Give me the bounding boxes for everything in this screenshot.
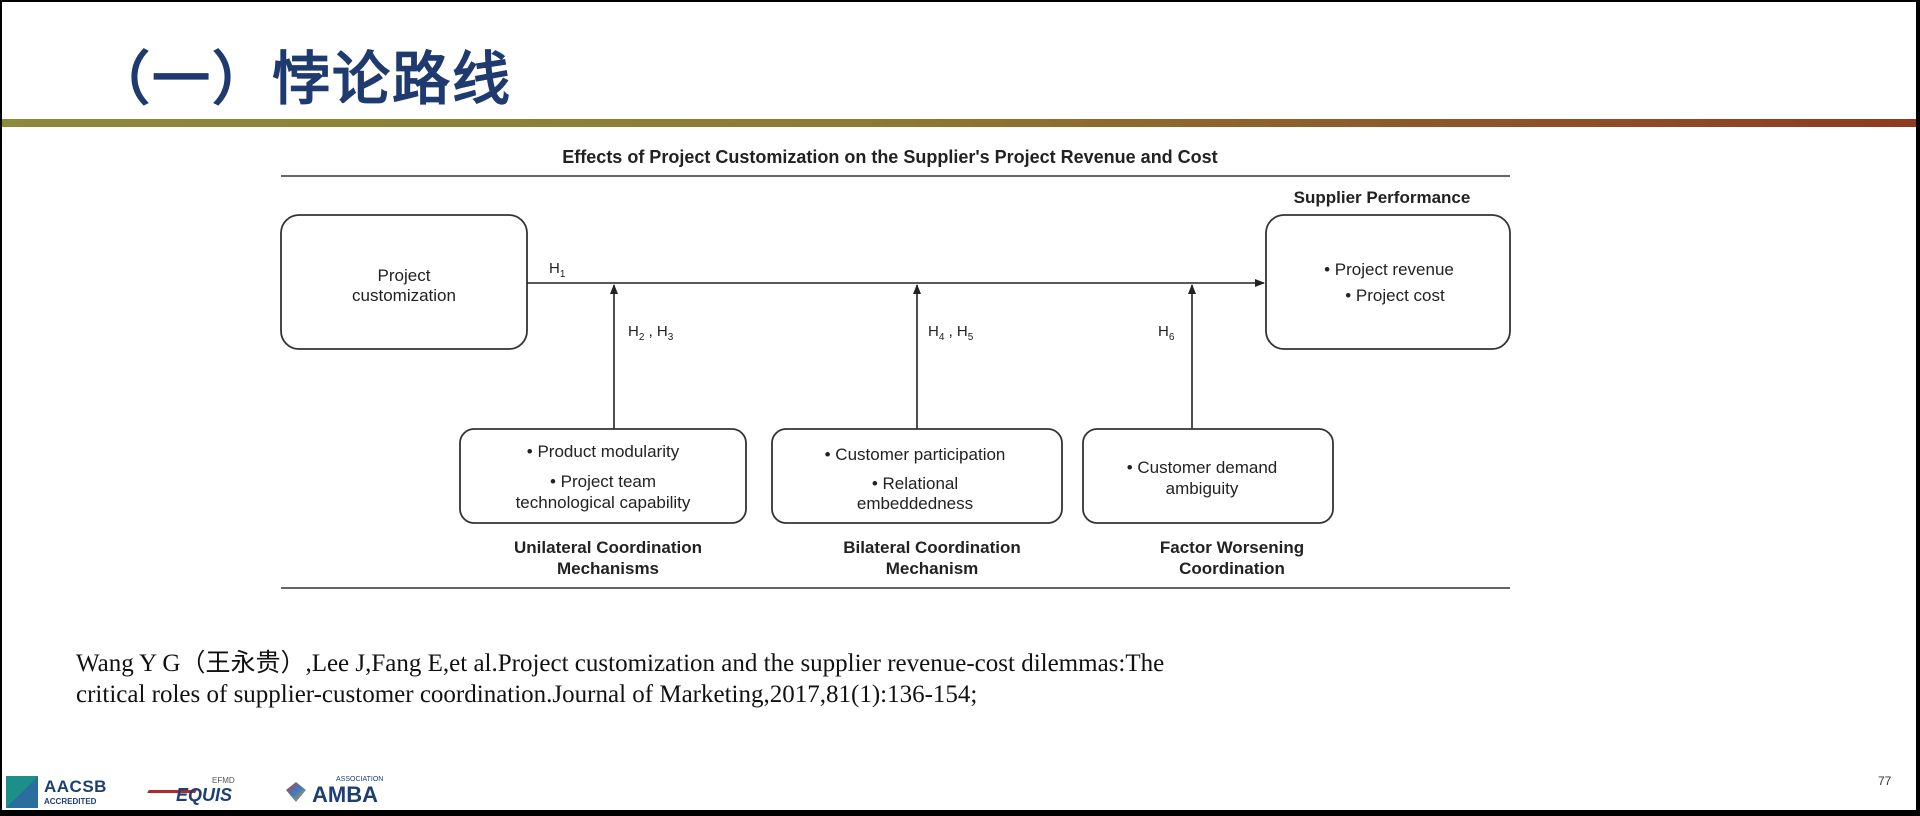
moderator-3-box (1082, 428, 1334, 524)
source-box (280, 214, 528, 350)
moderator-1-line-3: technological capability (516, 493, 691, 512)
title-rule (2, 119, 1916, 127)
moderator-3-hypothesis: H6 (1158, 323, 1175, 343)
moderator-1-line-2: • Project team (550, 472, 656, 491)
moderator-1-box (459, 428, 747, 524)
diagram-caption: Effects of Project Customization on the … (562, 147, 1217, 167)
slide-title: （一）悖论路线 (92, 45, 513, 113)
aacsb-mark-icon (6, 776, 38, 808)
moderator-1-hypothesis: H2 , H3 (628, 323, 674, 343)
moderator-2-box (771, 428, 1063, 524)
page-number: 77 (1878, 774, 1892, 788)
source-box-line-1: Project (378, 266, 431, 285)
accreditation-logos: AACSB ACCREDITED EFMD EQUIS ASSOCIATION … (2, 772, 422, 810)
source-box-line-2: customization (352, 286, 456, 305)
moderator-2-hypothesis: H4 , H5 (928, 323, 974, 343)
moderator-1-label-2: Mechanisms (557, 559, 659, 578)
reference-citation: Wang Y G（王永贵）,Lee J,Fang E,et al.Project… (76, 648, 1676, 710)
moderator-1-line-1: • Product modularity (527, 442, 680, 461)
moderator-2-label-2: Mechanism (886, 559, 979, 578)
equis-logo: EFMD EQUIS (147, 776, 268, 808)
moderator-3-line-1: • Customer demand (1127, 458, 1278, 477)
target-heading: Supplier Performance (1294, 188, 1471, 207)
moderator-2-line-2: • Relational (872, 474, 958, 493)
amba-gem-icon (286, 782, 306, 802)
aacsb-logo: AACSB ACCREDITED (6, 776, 134, 808)
moderator-1-label-1: Unilateral Coordination (514, 538, 702, 557)
main-hypothesis-label: H1 (549, 260, 566, 280)
amba-logo: ASSOCIATION AMBA (286, 776, 396, 808)
target-box (1265, 214, 1511, 350)
moderator-3-label-1: Factor Worsening (1160, 538, 1304, 557)
citation-line-2: critical roles of supplier-customer coor… (76, 681, 978, 708)
citation-line-1: Wang Y G（王永贵）,Lee J,Fang E,et al.Project… (76, 650, 1165, 677)
target-item-cost: • Project cost (1345, 286, 1445, 305)
moderator-2-line-3: embeddedness (857, 494, 973, 513)
moderator-2-line-1: • Customer participation (825, 445, 1006, 464)
moderator-3-line-2: ambiguity (1166, 479, 1239, 498)
moderator-2-label-1: Bilateral Coordination (843, 538, 1021, 557)
target-item-revenue: • Project revenue (1324, 260, 1454, 279)
moderator-3-label-2: Coordination (1179, 559, 1285, 578)
conceptual-model-diagram: Effects of Project Customization on the … (280, 147, 1511, 589)
